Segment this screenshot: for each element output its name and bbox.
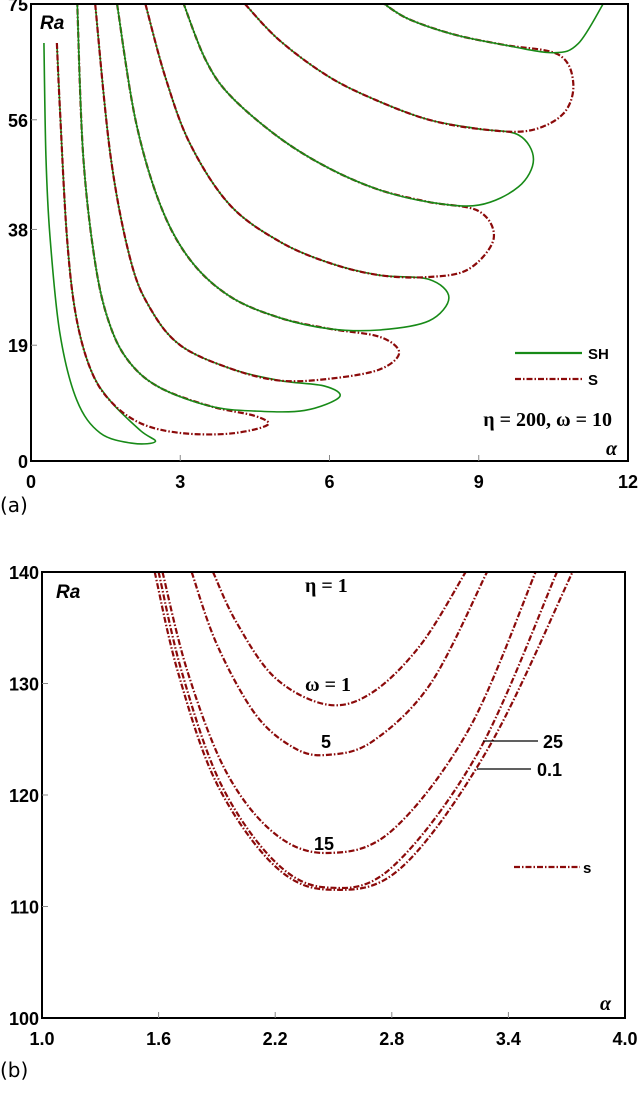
legend-label-s: S [588,372,598,389]
a-series-s-7 [244,4,575,133]
b-series-omega-15-2 [161,572,537,855]
curve-label-omega-15: 15 [314,834,334,854]
legend-a: SH S [515,346,609,389]
b-y-tick-label: 140 [9,563,39,583]
panel-a: 0 3 6 9 12 0 19 38 56 75 Ra α SH S η = 200, ω = 1… [0,0,638,517]
panel-b: 1.0 1.6 2.2 2.8 3.4 4.0 100 110 120 130 140 Ra α η… [0,563,638,1082]
panel-label-b: (b) [0,1058,28,1082]
b-series-omega-0-1-4 [153,572,574,891]
b-x-tick-label: 2.8 [379,1029,404,1049]
b-x-tick-label: 2.2 [263,1029,288,1049]
x-axis-label-b: α [600,993,612,1015]
plot-frame-b [41,571,626,1019]
b-x-tick-label: 4.0 [612,1029,637,1049]
legend-label-s-b: s [583,860,591,877]
a-y-tick-label: 0 [18,452,28,472]
b-y-tick-label: 120 [9,786,39,806]
a-y-tick-label: 75 [8,0,28,15]
a-x-tick-label: 3 [175,472,185,492]
x-axis-label-a: α [606,438,618,460]
a-series-sh-8 [383,4,604,54]
a-series-s-1 [55,4,270,436]
b-series-omega-1-0 [212,572,467,707]
y-axis-label-b: Ra [56,582,81,603]
b-x-tick-label: 3.4 [496,1029,521,1049]
b-x-tick-label: 1.0 [29,1029,54,1049]
curves-b [153,572,574,891]
a-series-sh-4 [116,4,450,332]
a-x-tick-label: 9 [474,472,484,492]
curves-a [43,4,604,445]
a-y-tick-label: 19 [8,336,28,356]
y-axis-label-a: Ra [40,13,65,34]
curve-label-omega-1: ω = 1 [305,674,351,696]
ticks-b: 1.0 1.6 2.2 2.8 3.4 4.0 100 110 120 130 140 [9,563,638,1049]
legend-label-sh: SH [588,346,609,363]
b-y-tick-label: 130 [9,675,39,695]
a-series-s-3 [94,4,401,383]
a-x-tick-label: 12 [618,472,638,492]
a-y-tick-label: 38 [8,220,28,240]
curve-label-omega-5: 5 [321,732,331,752]
a-x-tick-label: 0 [26,472,36,492]
curve-label-omega-0-1: 0.1 [537,760,562,780]
ticks-a: 0 3 6 9 12 0 19 38 56 75 [8,0,638,492]
b-y-tick-label: 100 [9,1009,39,1029]
b-series-omega-5-1 [190,572,489,757]
b-x-tick-label: 1.6 [146,1029,171,1049]
a-series-s-5 [144,4,496,279]
plot-frame-a [30,3,629,462]
a-series-sh-6 [182,4,535,207]
a-series-sh-2 [76,4,341,413]
a-x-tick-label: 6 [324,472,334,492]
curve-label-omega-25: 25 [543,732,563,752]
parameter-annotation-a: η = 200, ω = 10 [483,409,612,431]
b-y-tick-label: 110 [10,898,39,918]
a-y-tick-label: 56 [8,111,28,131]
parameter-annotation-b: η = 1 [305,575,348,597]
panel-label-a: (a) [0,493,28,517]
